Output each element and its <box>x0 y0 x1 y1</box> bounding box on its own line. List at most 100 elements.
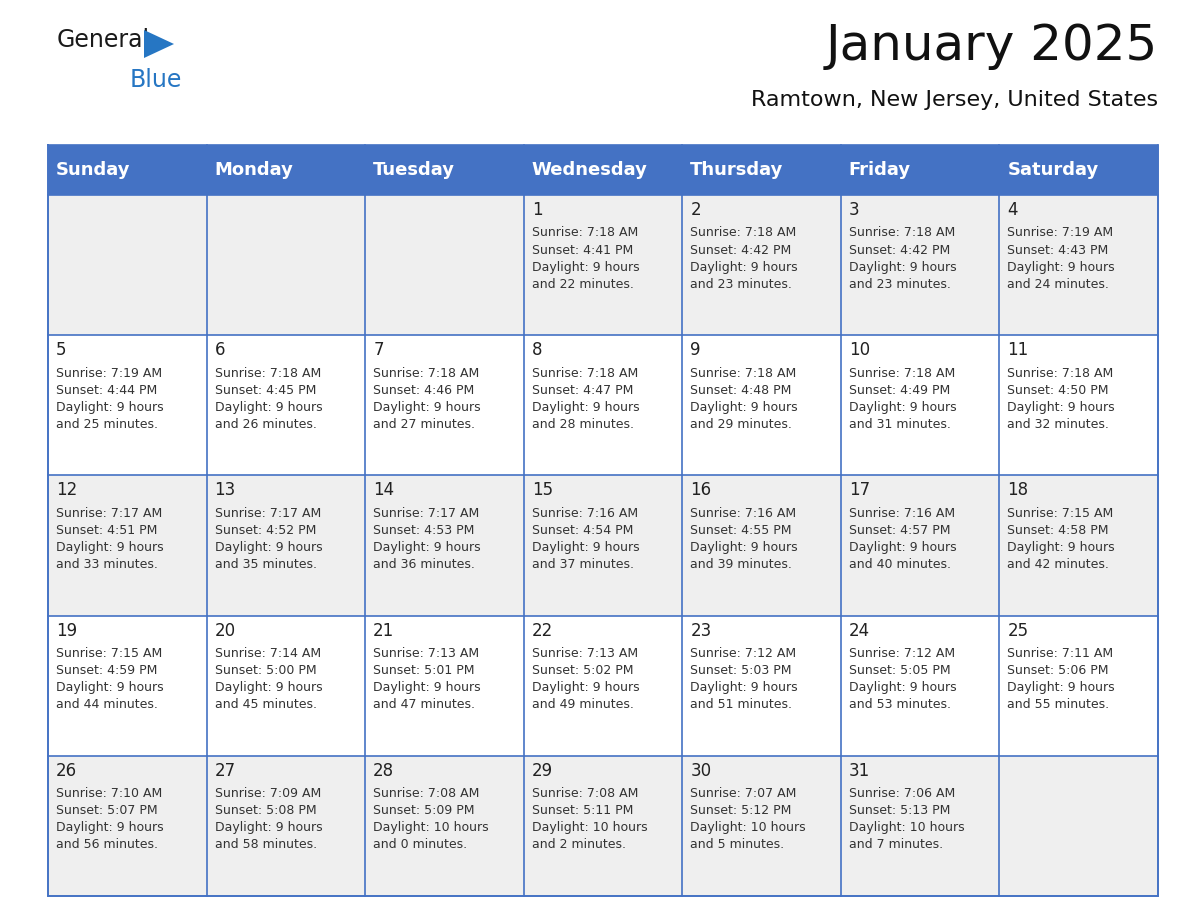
Text: 22: 22 <box>532 621 552 640</box>
Text: Daylight: 9 hours: Daylight: 9 hours <box>215 400 322 414</box>
Text: and 7 minutes.: and 7 minutes. <box>849 838 943 851</box>
Text: Sunrise: 7:08 AM: Sunrise: 7:08 AM <box>373 788 480 800</box>
Text: and 33 minutes.: and 33 minutes. <box>56 558 158 571</box>
Text: and 55 minutes.: and 55 minutes. <box>1007 698 1110 711</box>
Text: Daylight: 9 hours: Daylight: 9 hours <box>849 261 956 274</box>
Text: 9: 9 <box>690 341 701 359</box>
Bar <box>524 756 682 896</box>
Text: Sunrise: 7:12 AM: Sunrise: 7:12 AM <box>690 647 796 660</box>
Text: Friday: Friday <box>849 161 911 179</box>
Text: Sunrise: 7:18 AM: Sunrise: 7:18 AM <box>1007 366 1113 380</box>
Text: January 2025: January 2025 <box>826 22 1158 70</box>
Text: and 35 minutes.: and 35 minutes. <box>215 558 316 571</box>
Bar <box>682 756 841 896</box>
Text: Sunset: 5:08 PM: Sunset: 5:08 PM <box>215 804 316 817</box>
Bar <box>524 195 682 335</box>
Bar <box>841 335 999 476</box>
Bar <box>682 476 841 616</box>
Text: Sunrise: 7:07 AM: Sunrise: 7:07 AM <box>690 788 797 800</box>
Text: 18: 18 <box>1007 481 1029 499</box>
Text: and 22 minutes.: and 22 minutes. <box>532 277 633 290</box>
Bar <box>524 335 682 476</box>
Text: Sunrise: 7:18 AM: Sunrise: 7:18 AM <box>373 366 480 380</box>
Text: 11: 11 <box>1007 341 1029 359</box>
Text: Blue: Blue <box>129 68 183 92</box>
Text: Daylight: 9 hours: Daylight: 9 hours <box>532 681 639 694</box>
Text: and 29 minutes.: and 29 minutes. <box>690 418 792 431</box>
Text: Sunset: 4:42 PM: Sunset: 4:42 PM <box>849 243 950 256</box>
Text: and 39 minutes.: and 39 minutes. <box>690 558 792 571</box>
Text: 1: 1 <box>532 201 543 219</box>
Text: Sunrise: 7:18 AM: Sunrise: 7:18 AM <box>849 366 955 380</box>
Text: Sunrise: 7:16 AM: Sunrise: 7:16 AM <box>532 507 638 520</box>
Text: Sunrise: 7:11 AM: Sunrise: 7:11 AM <box>1007 647 1113 660</box>
Text: and 23 minutes.: and 23 minutes. <box>690 277 792 290</box>
Bar <box>999 476 1158 616</box>
Text: Sunset: 4:55 PM: Sunset: 4:55 PM <box>690 524 791 537</box>
Text: Sunset: 4:43 PM: Sunset: 4:43 PM <box>1007 243 1108 256</box>
Polygon shape <box>144 30 173 58</box>
Text: 24: 24 <box>849 621 870 640</box>
Bar <box>207 616 365 756</box>
Text: and 27 minutes.: and 27 minutes. <box>373 418 475 431</box>
Text: Daylight: 9 hours: Daylight: 9 hours <box>690 261 798 274</box>
Text: 20: 20 <box>215 621 235 640</box>
Text: Thursday: Thursday <box>690 161 784 179</box>
Text: Sunrise: 7:13 AM: Sunrise: 7:13 AM <box>373 647 479 660</box>
Text: Sunday: Sunday <box>56 161 131 179</box>
Text: 16: 16 <box>690 481 712 499</box>
Bar <box>207 195 365 335</box>
Text: Daylight: 9 hours: Daylight: 9 hours <box>690 400 798 414</box>
Text: Sunset: 4:54 PM: Sunset: 4:54 PM <box>532 524 633 537</box>
Text: Monday: Monday <box>215 161 293 179</box>
Text: Daylight: 9 hours: Daylight: 9 hours <box>373 400 481 414</box>
Text: 13: 13 <box>215 481 236 499</box>
Bar <box>207 335 365 476</box>
Bar <box>48 616 207 756</box>
Text: Sunrise: 7:17 AM: Sunrise: 7:17 AM <box>56 507 163 520</box>
Text: and 23 minutes.: and 23 minutes. <box>849 277 950 290</box>
Text: Sunrise: 7:19 AM: Sunrise: 7:19 AM <box>1007 227 1113 240</box>
Text: Sunset: 4:49 PM: Sunset: 4:49 PM <box>849 384 950 397</box>
Text: Sunrise: 7:16 AM: Sunrise: 7:16 AM <box>849 507 955 520</box>
Text: Wednesday: Wednesday <box>532 161 647 179</box>
Text: Sunset: 5:06 PM: Sunset: 5:06 PM <box>1007 664 1108 677</box>
Bar <box>365 476 524 616</box>
Text: and 25 minutes.: and 25 minutes. <box>56 418 158 431</box>
Text: Sunset: 4:51 PM: Sunset: 4:51 PM <box>56 524 157 537</box>
Text: Sunset: 4:57 PM: Sunset: 4:57 PM <box>849 524 950 537</box>
Text: Sunset: 4:44 PM: Sunset: 4:44 PM <box>56 384 157 397</box>
Bar <box>999 616 1158 756</box>
Text: and 0 minutes.: and 0 minutes. <box>373 838 467 851</box>
Text: and 56 minutes.: and 56 minutes. <box>56 838 158 851</box>
Text: 10: 10 <box>849 341 870 359</box>
Text: Sunset: 4:46 PM: Sunset: 4:46 PM <box>373 384 474 397</box>
Text: Sunset: 4:53 PM: Sunset: 4:53 PM <box>373 524 474 537</box>
Text: 14: 14 <box>373 481 394 499</box>
Text: Daylight: 9 hours: Daylight: 9 hours <box>215 541 322 554</box>
Text: Sunset: 5:09 PM: Sunset: 5:09 PM <box>373 804 475 817</box>
Text: Sunset: 4:48 PM: Sunset: 4:48 PM <box>690 384 791 397</box>
Text: 6: 6 <box>215 341 225 359</box>
Text: Daylight: 9 hours: Daylight: 9 hours <box>690 541 798 554</box>
Bar <box>365 756 524 896</box>
Text: and 37 minutes.: and 37 minutes. <box>532 558 633 571</box>
Text: 27: 27 <box>215 762 235 779</box>
Bar <box>365 335 524 476</box>
Text: Daylight: 9 hours: Daylight: 9 hours <box>1007 400 1116 414</box>
Text: Daylight: 9 hours: Daylight: 9 hours <box>532 541 639 554</box>
Text: Sunset: 5:05 PM: Sunset: 5:05 PM <box>849 664 950 677</box>
Text: Sunrise: 7:09 AM: Sunrise: 7:09 AM <box>215 788 321 800</box>
Text: Sunset: 4:52 PM: Sunset: 4:52 PM <box>215 524 316 537</box>
Text: and 31 minutes.: and 31 minutes. <box>849 418 950 431</box>
Text: Daylight: 9 hours: Daylight: 9 hours <box>690 681 798 694</box>
Text: Sunset: 5:00 PM: Sunset: 5:00 PM <box>215 664 316 677</box>
Text: Sunrise: 7:14 AM: Sunrise: 7:14 AM <box>215 647 321 660</box>
Text: Sunset: 5:13 PM: Sunset: 5:13 PM <box>849 804 950 817</box>
Text: Daylight: 9 hours: Daylight: 9 hours <box>849 400 956 414</box>
Text: 29: 29 <box>532 762 552 779</box>
Text: Daylight: 9 hours: Daylight: 9 hours <box>1007 541 1116 554</box>
Text: Daylight: 9 hours: Daylight: 9 hours <box>849 681 956 694</box>
Text: Sunrise: 7:08 AM: Sunrise: 7:08 AM <box>532 788 638 800</box>
Bar <box>524 476 682 616</box>
